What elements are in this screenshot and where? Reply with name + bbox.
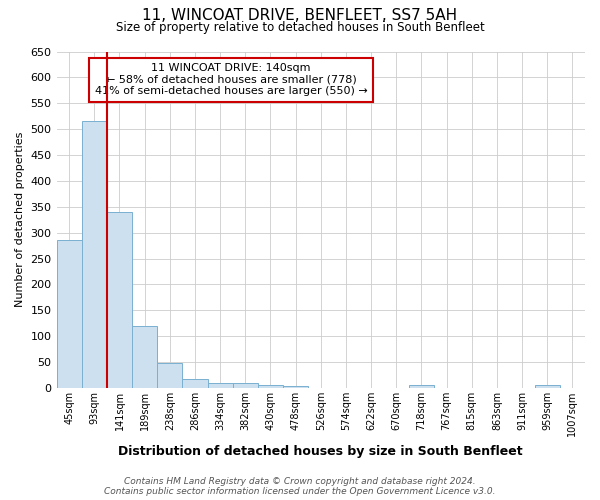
X-axis label: Distribution of detached houses by size in South Benfleet: Distribution of detached houses by size … bbox=[118, 444, 523, 458]
Bar bbox=[283, 386, 308, 388]
Bar bbox=[409, 386, 434, 388]
Bar bbox=[132, 326, 157, 388]
Text: 11, WINCOAT DRIVE, BENFLEET, SS7 5AH: 11, WINCOAT DRIVE, BENFLEET, SS7 5AH bbox=[142, 8, 458, 22]
Bar bbox=[258, 386, 283, 388]
Bar bbox=[182, 378, 208, 388]
Bar bbox=[107, 212, 132, 388]
Text: 11 WINCOAT DRIVE: 140sqm
← 58% of detached houses are smaller (778)
41% of semi-: 11 WINCOAT DRIVE: 140sqm ← 58% of detach… bbox=[95, 64, 367, 96]
Text: Contains HM Land Registry data © Crown copyright and database right 2024.
Contai: Contains HM Land Registry data © Crown c… bbox=[104, 476, 496, 496]
Y-axis label: Number of detached properties: Number of detached properties bbox=[15, 132, 25, 308]
Bar bbox=[56, 240, 82, 388]
Bar bbox=[157, 363, 182, 388]
Bar bbox=[535, 386, 560, 388]
Bar bbox=[82, 122, 107, 388]
Bar bbox=[233, 383, 258, 388]
Bar bbox=[208, 383, 233, 388]
Text: Size of property relative to detached houses in South Benfleet: Size of property relative to detached ho… bbox=[116, 21, 484, 34]
